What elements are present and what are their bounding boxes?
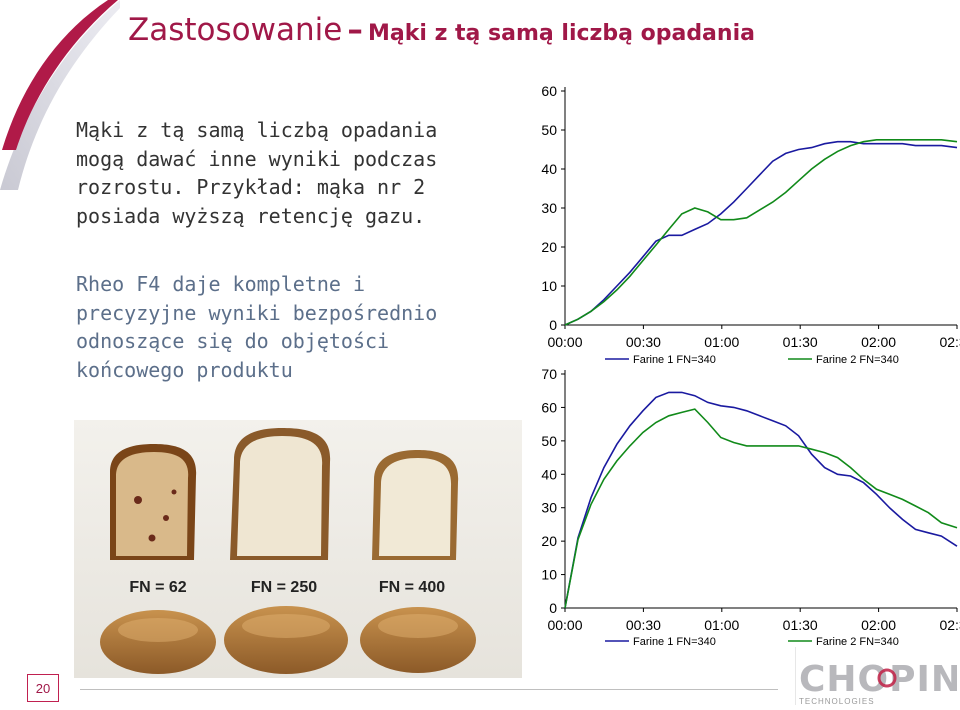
x-tick-label: 00:00 [547,334,582,350]
x-tick-label: 02:00 [861,334,896,350]
chart-bottom: 0 10 20 30 40 50 60 70 00:00 00:30 01:00 01:30 02:00… [525,363,960,655]
x-tick-label: 02:31 [939,617,960,633]
y-tick-label: 20 [541,533,557,549]
y-tick-label: 50 [541,122,557,138]
y-tick-label: 40 [541,466,557,482]
series-line-1 [564,140,958,326]
x-tick-label: 02:00 [861,617,896,633]
y-tick-label: 20 [541,239,557,255]
y-tick-label: 10 [541,567,557,583]
page-number: 20 [27,674,59,702]
x-tick-label: 00:30 [626,334,661,350]
paragraph-intro: Mąki z tą samą liczbą opadania mogą dawa… [76,118,438,228]
fn-label-3: FN = 400 [379,579,445,596]
x-tick-label: 02:31 [939,334,960,350]
legend-label-2: Farine 2 FN=340 [816,354,899,366]
bread-loaves-photo: FN = 62 FN = 250 FN = 400 [74,420,522,678]
x-tick-label: 01:30 [783,617,818,633]
y-tick-label: 30 [541,500,557,516]
legend-label-1: Farine 1 FN=340 [633,636,716,648]
fn-label-2: FN = 250 [251,579,317,596]
x-tick-label: 01:00 [704,617,739,633]
slide-title: Zastosowanie – Mąki z tą samą liczbą opa… [128,12,755,48]
series-line-2 [564,139,958,326]
y-tick-label: 0 [549,600,557,616]
y-tick-label: 10 [541,278,557,294]
title-dash: – [347,12,363,48]
y-tick-label: 60 [541,83,557,99]
y-tick-label: 40 [541,161,557,177]
series-line-2 [564,408,958,609]
y-tick-label: 50 [541,433,557,449]
y-tick-label: 0 [549,317,557,333]
chopin-logo: CHOPIN TECHNOLOGIES [795,645,957,707]
fn-label-1: FN = 62 [129,579,186,596]
title-subtitle: Mąki z tą samą liczbą opadania [368,21,755,46]
chart-top: 0 10 20 30 40 50 60 00:00 00:30 01:00 01:30 02:00 02… [525,78,960,368]
chart-1-svg: 0 10 20 30 40 50 60 00:00 00:30 01:00 01:30 02:00 02… [541,83,960,366]
x-tick-label: 01:30 [783,334,818,350]
series-line-1 [564,391,958,609]
svg-text:TECHNOLOGIES: TECHNOLOGIES [799,697,875,706]
x-tick-label: 00:30 [626,617,661,633]
legend-label-1: Farine 1 FN=340 [633,354,716,366]
footer-divider [80,689,778,690]
y-tick-label: 60 [541,399,557,415]
x-tick-label: 01:00 [704,334,739,350]
chart-2-svg: 0 10 20 30 40 50 60 70 00:00 00:30 01:00 01:30 02:00… [541,366,960,648]
paragraph-rheo: Rheo F4 daje kompletne i precyzyjne wyni… [76,272,438,382]
decorative-swoosh [0,0,120,190]
title-main: Zastosowanie [128,12,343,48]
x-tick-label: 00:00 [547,617,582,633]
y-tick-label: 70 [541,366,557,382]
y-tick-label: 30 [541,200,557,216]
